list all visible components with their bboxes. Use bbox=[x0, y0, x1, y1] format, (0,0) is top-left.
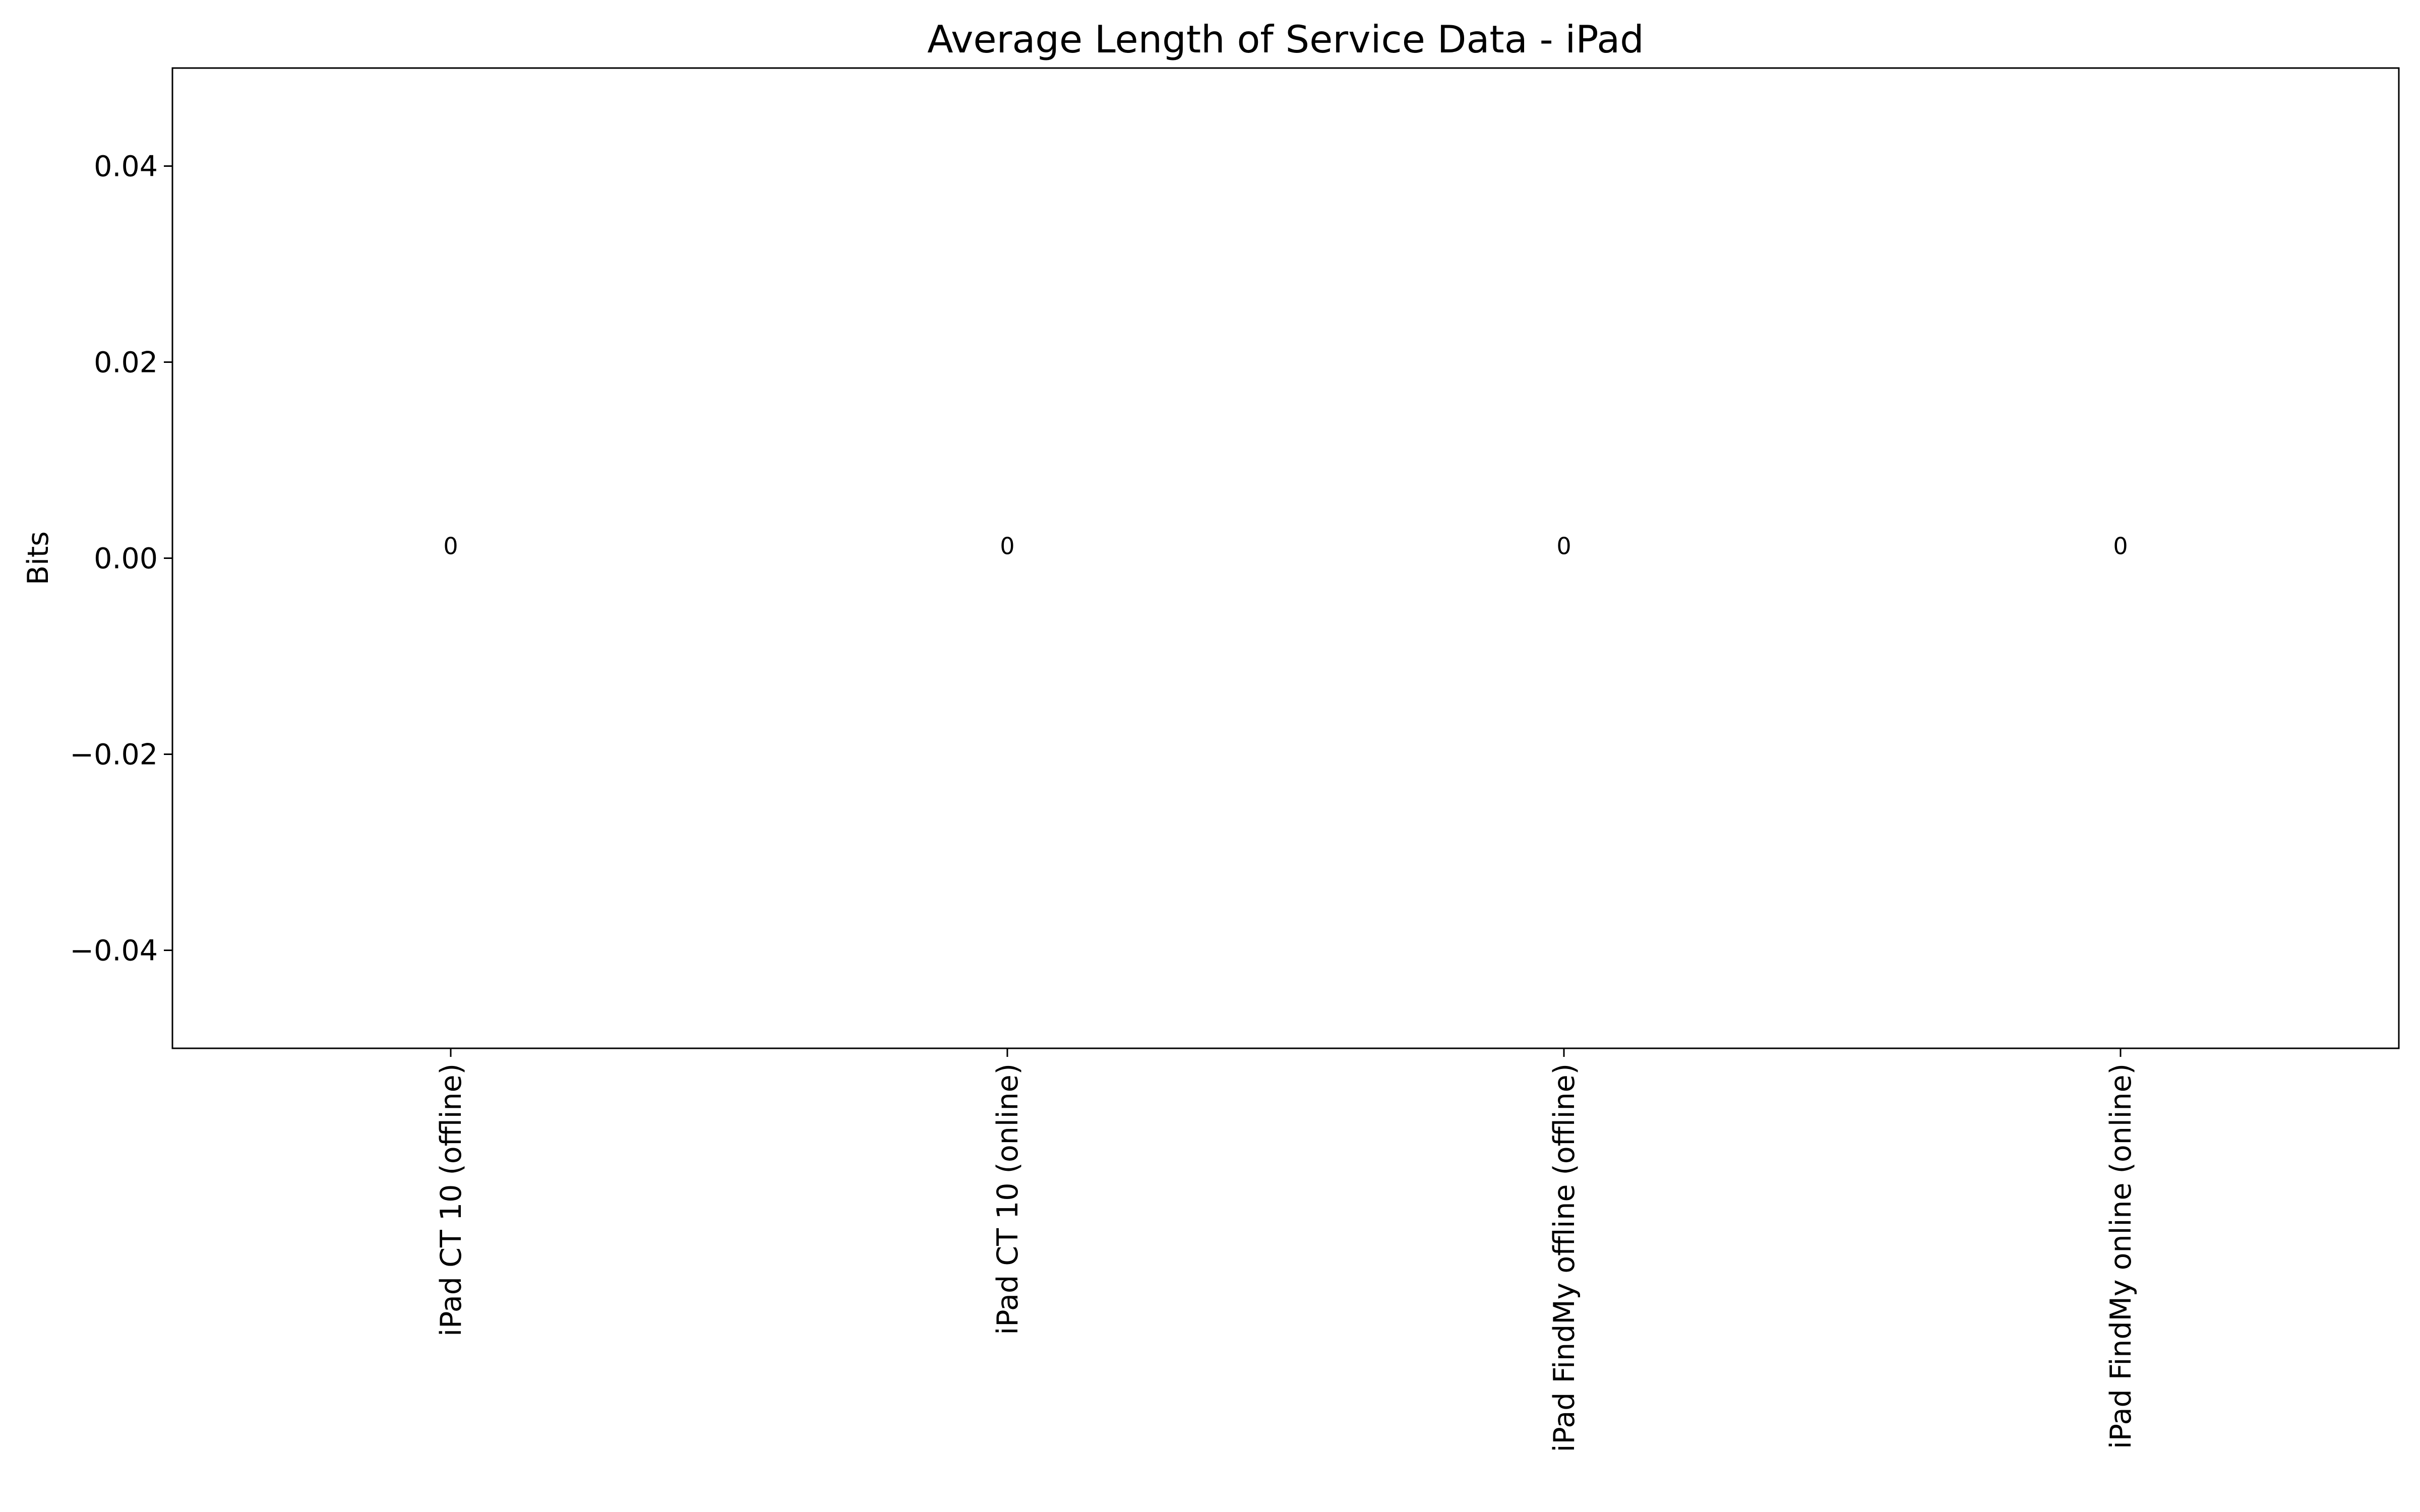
x-tick-label: iPad FindMy online (online) bbox=[2104, 1063, 2138, 1449]
x-tick-label: iPad CT 10 (online) bbox=[991, 1063, 1024, 1335]
y-axis-title: Bits bbox=[22, 531, 55, 585]
data-label: 0 bbox=[2113, 533, 2128, 560]
x-axis-ticks: iPad CT 10 (offline) iPad CT 10 (online) i… bbox=[435, 1048, 2138, 1452]
chart-title: Average Length of Service Data - iPad bbox=[927, 17, 1644, 61]
y-tick-label: 0.02 bbox=[94, 346, 158, 380]
y-tick-label: 0.00 bbox=[94, 542, 158, 576]
x-tick-label: iPad FindMy offline (offline) bbox=[1548, 1063, 1581, 1452]
data-labels: 0 0 0 0 bbox=[443, 533, 2128, 560]
y-axis-ticks: −0.04 −0.02 0.00 0.02 0.04 bbox=[70, 150, 172, 968]
y-tick-label: −0.02 bbox=[70, 738, 158, 772]
y-tick-label: −0.04 bbox=[70, 934, 158, 968]
data-label: 0 bbox=[443, 533, 458, 560]
data-label: 0 bbox=[1556, 533, 1571, 560]
y-tick-label: 0.04 bbox=[94, 150, 158, 183]
data-label: 0 bbox=[1000, 533, 1014, 560]
plot-area-frame bbox=[171, 67, 2400, 1049]
x-tick-label: iPad CT 10 (offline) bbox=[435, 1063, 468, 1337]
